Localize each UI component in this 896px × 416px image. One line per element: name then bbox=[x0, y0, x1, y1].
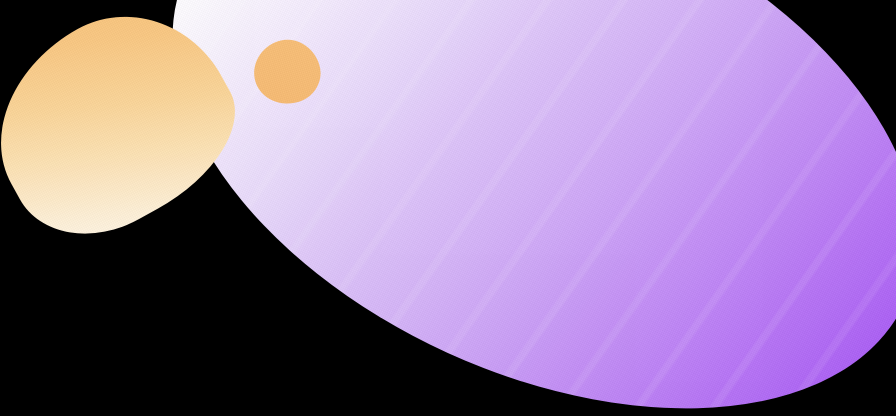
orange-dot-ellipse bbox=[245, 31, 329, 113]
purple-gradient-fill bbox=[88, 0, 896, 416]
purple-gradient-ellipse bbox=[88, 0, 896, 416]
orange-dither-overlay bbox=[0, 0, 263, 265]
orange-dot-dither-overlay bbox=[245, 31, 329, 113]
purple-dither-overlay bbox=[88, 0, 896, 416]
orange-gradient-blob bbox=[0, 0, 263, 265]
orange-gradient-fill bbox=[0, 0, 263, 265]
purple-banding-overlay bbox=[88, 0, 896, 416]
orange-dot-fill bbox=[245, 31, 329, 113]
